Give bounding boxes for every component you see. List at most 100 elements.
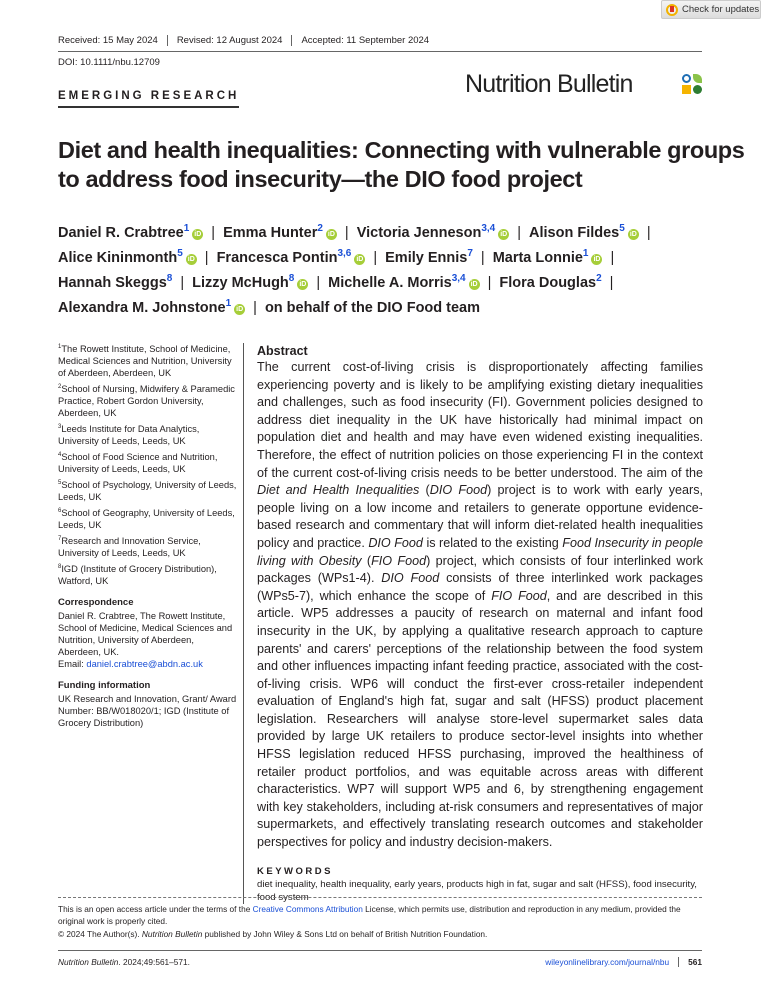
author: Emma Hunter2iD — [223, 224, 337, 241]
author-name[interactable]: Michelle A. Morris — [328, 275, 452, 291]
received-date: Received: 15 May 2024 — [58, 35, 158, 46]
abstract-italic-text: DIO Food — [381, 571, 440, 586]
author-affiliation: 7 — [467, 248, 473, 260]
doi: DOI: 10.1111/nbu.12709 — [58, 57, 160, 68]
abstract-text: ( — [419, 483, 430, 498]
affiliation-number: 2 — [58, 383, 62, 390]
author-name[interactable]: Emily Ennis — [385, 250, 468, 266]
author: Michelle A. Morris3,4iD — [328, 274, 480, 291]
abstract-body: The current cost-of-living crisis is dis… — [257, 359, 703, 852]
page-number: 561 — [678, 957, 702, 967]
affiliation-number: 8 — [58, 563, 62, 570]
author-name[interactable]: Victoria Jenneson — [356, 225, 482, 241]
author-separator: | — [646, 225, 651, 241]
correspondence-heading: Correspondence — [58, 597, 134, 608]
author-name[interactable]: Hannah Skeggs — [58, 275, 167, 291]
license-notice: This is an open access article under the… — [58, 897, 702, 940]
abstract-italic-text: DIO Food — [368, 535, 423, 550]
author: Victoria Jenneson3,4iD — [356, 223, 510, 241]
funding-heading: Funding information — [58, 680, 151, 691]
orcid-icon[interactable]: iD — [297, 279, 309, 290]
abstract-italic-text: FIO Food — [491, 588, 547, 603]
abstract-column: Abstract The current cost-of-living cris… — [243, 343, 703, 905]
author-separator: | — [211, 225, 216, 241]
author-separator: | — [344, 225, 349, 241]
section-label: EMERGING RESEARCH — [58, 90, 240, 108]
author-name[interactable]: Marta Lonnie — [492, 250, 583, 266]
affiliation: 1The Rowett Institute, School of Medicin… — [58, 343, 238, 379]
abstract-text: The current cost-of-living crisis is dis… — [257, 360, 703, 480]
email-label: Email: — [58, 659, 87, 669]
affiliation-text: School of Geography, University of Leeds… — [58, 508, 235, 530]
author-affiliation: 8 — [166, 273, 173, 285]
author-separator: | — [487, 275, 492, 291]
author: Lizzy McHugh8iD — [192, 273, 309, 291]
author-name[interactable]: Flora Douglas — [499, 275, 597, 291]
author-separator: | — [480, 250, 485, 266]
author-name[interactable]: Emma Hunter — [223, 225, 318, 241]
orcid-icon[interactable]: iD — [354, 254, 366, 265]
author-separator: | — [610, 250, 615, 266]
on-behalf-of: on behalf of the DIO Food team — [264, 300, 481, 316]
orcid-icon[interactable]: iD — [468, 279, 480, 290]
orcid-icon[interactable]: iD — [498, 229, 510, 240]
author-separator: | — [316, 275, 321, 291]
abstract-text: consists of three interlinked work packa… — [257, 571, 703, 603]
author: Alexandra M. Johnstone1iD — [58, 298, 246, 316]
affiliation-number: 5 — [58, 479, 62, 486]
footer-citation: . 2024;49:561–571. — [118, 957, 190, 967]
orcid-icon[interactable]: iD — [192, 229, 204, 240]
author-list: Daniel R. Crabtree1iD | Emma Hunter2iD | Vic… — [58, 221, 718, 321]
author-name[interactable]: Francesca Pontin — [216, 250, 338, 266]
author-affiliation: 1 — [183, 223, 190, 235]
author: Marta Lonnie1iD — [492, 248, 603, 266]
abstract-text: ) project is to work with early years, p… — [257, 483, 703, 550]
author-affiliation: 1 — [582, 248, 589, 260]
check-for-updates-button[interactable]: Check for updates — [661, 0, 761, 19]
main-content: Diet and health inequalities: Connecting… — [58, 136, 745, 905]
journal-logo-icon — [682, 74, 703, 96]
author-name[interactable]: Lizzy McHugh — [192, 275, 289, 291]
affiliation-text: School of Psychology, University of Leed… — [58, 480, 237, 502]
orcid-icon[interactable]: iD — [627, 229, 639, 240]
author-affiliation: 5 — [619, 223, 625, 235]
affiliation-number: 7 — [58, 535, 62, 542]
affiliation: 5School of Psychology, University of Lee… — [58, 479, 238, 503]
orcid-icon[interactable]: iD — [185, 254, 197, 265]
affiliation-text: IGD (Institute of Grocery Distribution),… — [58, 564, 217, 586]
abstract: Abstract The current cost-of-living cris… — [257, 343, 703, 852]
author-name[interactable]: Daniel R. Crabtree — [58, 225, 184, 241]
email-link[interactable]: daniel.crabtree@abdn.ac.uk — [86, 659, 203, 669]
keywords-heading: KEYWORDS — [257, 865, 333, 877]
affiliation-list: 1The Rowett Institute, School of Medicin… — [58, 343, 238, 587]
affiliation-number: 4 — [58, 451, 62, 458]
author-affiliation: 3,4 — [481, 223, 496, 235]
creative-commons-link[interactable]: Creative Commons Attribution — [252, 904, 363, 914]
affiliation: 3Leeds Institute for Data Analytics, Uni… — [58, 423, 238, 447]
author-affiliation: 3,6 — [337, 248, 352, 260]
author-name[interactable]: Alison Fildes — [529, 225, 620, 241]
orcid-icon[interactable]: iD — [234, 304, 246, 315]
body-columns: 1The Rowett Institute, School of Medicin… — [58, 343, 703, 905]
journal-url-link[interactable]: wileyonlinelibrary.com/journal/nbu — [545, 957, 670, 967]
author-name[interactable]: Alexandra M. Johnstone — [58, 300, 226, 316]
orcid-icon[interactable]: iD — [325, 229, 337, 240]
copyright-post: published by John Wiley & Sons Ltd on be… — [202, 928, 488, 939]
author-separator: | — [517, 225, 522, 241]
author: Francesca Pontin3,6iD — [216, 248, 366, 266]
accepted-date: Accepted: 11 September 2024 — [291, 35, 438, 46]
affiliation: 6School of Geography, University of Leed… — [58, 507, 238, 531]
funding-text: UK Research and Innovation, Grant/ Award… — [58, 694, 237, 728]
crossmark-icon — [666, 3, 678, 16]
author-name[interactable]: Alice Kininmonth — [58, 250, 178, 266]
affiliation-number: 1 — [58, 343, 62, 350]
affiliation-text: Research and Innovation Service, Univers… — [58, 536, 201, 558]
author-affiliation: 8 — [288, 273, 295, 285]
author-affiliation: 1 — [225, 298, 232, 310]
author: Alice Kininmonth5iD — [58, 249, 197, 266]
correspondence-text: Daniel R. Crabtree, The Rowett Institute… — [58, 610, 238, 670]
author-separator: | — [253, 300, 257, 316]
orcid-icon[interactable]: iD — [591, 254, 603, 265]
affiliation: 8IGD (Institute of Grocery Distribution)… — [58, 563, 238, 587]
article-dates: Received: 15 May 2024 Revised: 12 August… — [58, 35, 702, 52]
